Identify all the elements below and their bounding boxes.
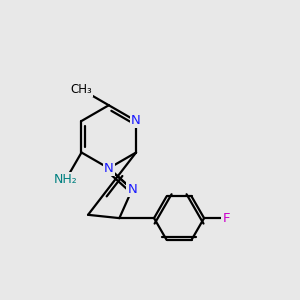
Text: N: N [127,183,137,196]
Text: NH₂: NH₂ [54,173,78,186]
Text: F: F [222,212,230,225]
Text: N: N [104,162,114,175]
Text: CH₃: CH₃ [70,83,92,96]
Text: N: N [131,115,141,128]
